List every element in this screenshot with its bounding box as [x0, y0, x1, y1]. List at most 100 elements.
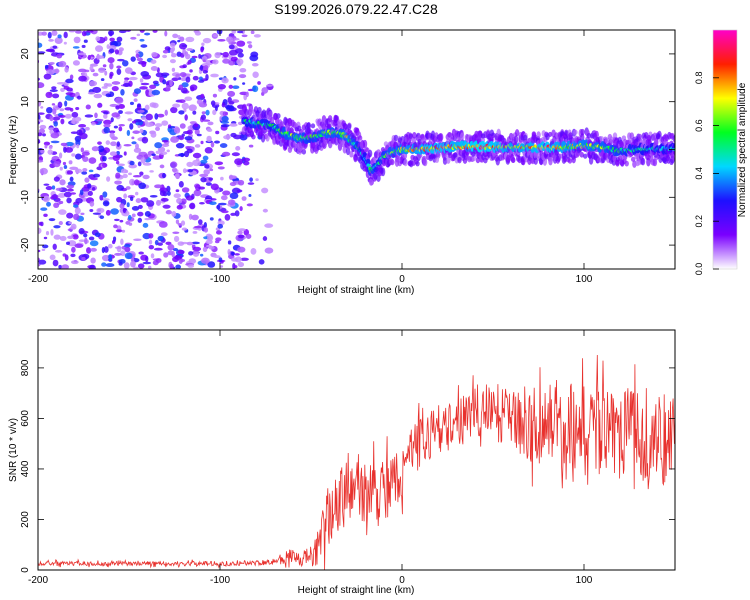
spectrogram-x-axis-label: Height of straight line (km) [298, 285, 415, 296]
heatmap-noise-cell [40, 207, 48, 211]
heatmap-noise-cell [195, 184, 201, 192]
heatmap-noise-cell [102, 200, 110, 207]
heatmap-noise-cell [32, 147, 37, 151]
heatmap-noise-cell [116, 68, 122, 75]
heatmap-noise-cell [108, 48, 115, 54]
heatmap-noise-cell [142, 261, 152, 265]
heatmap-noise-cell [172, 231, 180, 234]
heatmap-noise-cell [191, 241, 200, 245]
heatmap-noise-cell [38, 249, 41, 253]
heatmap-noise-cell [73, 204, 79, 208]
heatmap-noise-cell [75, 153, 82, 160]
heatmap-noise-cell [90, 177, 98, 181]
heatmap-ridge-halo [349, 150, 354, 158]
heatmap-noise-cell [71, 117, 76, 125]
heatmap-noise-cell [88, 236, 95, 241]
heatmap-noise-cell [166, 149, 170, 153]
heatmap-noise-cell [65, 141, 74, 147]
heatmap-noise-cell [171, 250, 175, 258]
heatmap-noise-cell [89, 80, 98, 87]
heatmap-noise-cell [49, 61, 55, 65]
heatmap-noise-cell [58, 221, 63, 226]
heatmap-ridge-halo [624, 160, 629, 167]
heatmap-noise-cell [95, 36, 101, 42]
heatmap-noise-cell [102, 64, 107, 68]
heatmap-noise-cell [102, 198, 110, 202]
heatmap-noise-cell [253, 34, 261, 38]
heatmap-ridge-halo [380, 167, 386, 177]
heatmap-noise-cell [233, 265, 238, 269]
heatmap-noise-cell [238, 74, 247, 79]
heatmap-noise-cell [48, 39, 54, 42]
heatmap-noise-cell [51, 86, 57, 90]
heatmap-noise-cell [217, 223, 224, 229]
heatmap-noise-cell [84, 237, 88, 245]
heatmap-noise-cell [34, 114, 37, 120]
heatmap-noise-cell [53, 127, 59, 133]
heatmap-noise-cell [165, 209, 172, 215]
heatmap-noise-cell [234, 256, 242, 263]
heatmap-noise-cell [63, 85, 70, 90]
heatmap-noise-cell [66, 170, 73, 175]
heatmap-noise-cell [92, 86, 102, 93]
heatmap-noise-cell [173, 235, 180, 242]
heatmap-noise-cell [185, 146, 191, 149]
heatmap-noise-cell [185, 195, 194, 201]
heatmap-noise-cell [112, 236, 117, 242]
heatmap-noise-cell [86, 30, 94, 33]
heatmap-noise-cell [221, 210, 229, 214]
heatmap-noise-cell [75, 106, 80, 111]
heatmap-noise-cell [38, 43, 39, 46]
heatmap-noise-cell [103, 113, 108, 119]
heatmap-noise-cell [261, 187, 269, 194]
heatmap-noise-cell [239, 133, 248, 141]
heatmap-noise-cell [60, 118, 65, 125]
heatmap-noise-cell [266, 84, 274, 87]
heatmap-noise-cell [113, 41, 122, 47]
heatmap-noise-cell [109, 62, 114, 70]
heatmap-noise-cell [212, 59, 219, 65]
heatmap-noise-cell [49, 129, 54, 135]
heatmap-noise-cell [90, 257, 96, 264]
heatmap-noise-cell [227, 199, 236, 206]
heatmap-noise-cell [199, 64, 204, 71]
heatmap-ridge-halo [362, 139, 368, 149]
heatmap-noise-cell [201, 42, 205, 47]
heatmap-noise-cell [140, 71, 150, 77]
heatmap-noise-cell [241, 34, 248, 38]
heatmap-noise-cell [137, 161, 142, 167]
heatmap-noise-cell [90, 247, 97, 252]
heatmap-noise-cell [193, 225, 202, 229]
snr-x-tick-label: -200 [28, 575, 48, 586]
heatmap-noise-cell [228, 101, 235, 105]
heatmap-noise-cell [97, 145, 105, 153]
heatmap-noise-cell [87, 190, 93, 196]
heatmap-noise-cell [79, 189, 84, 196]
heatmap-noise-cell [234, 210, 240, 217]
heatmap-noise-cell [103, 126, 110, 134]
heatmap-noise-cell [202, 59, 206, 63]
heatmap-noise-cell [188, 251, 194, 256]
heatmap-noise-cell [178, 135, 185, 141]
heatmap-noise-cell [44, 144, 48, 149]
heatmap-noise-cell [122, 60, 129, 67]
heatmap-noise-cell [191, 214, 199, 221]
heatmap-noise-cell [264, 223, 274, 228]
heatmap-noise-cell [63, 41, 67, 45]
heatmap-noise-cell [53, 234, 61, 240]
snr-panel: -200 -100 0 100 0 200 400 600 800 Height of stra… [8, 329, 676, 596]
heatmap-noise-cell [68, 221, 73, 225]
heatmap-noise-cell [216, 204, 221, 210]
heatmap-noise-cell [64, 113, 72, 119]
heatmap-noise-cell [203, 64, 209, 71]
heatmap-noise-cell [221, 115, 229, 122]
heatmap-noise-cell [52, 116, 61, 121]
heatmap-noise-cell [230, 56, 239, 62]
heatmap-noise-cell [140, 44, 148, 48]
heatmap-noise-cell [187, 264, 195, 268]
colorbar-tick-label: 0.0 [694, 263, 704, 276]
heatmap-noise-cell [200, 93, 205, 99]
heatmap-noise-cell [45, 91, 53, 99]
